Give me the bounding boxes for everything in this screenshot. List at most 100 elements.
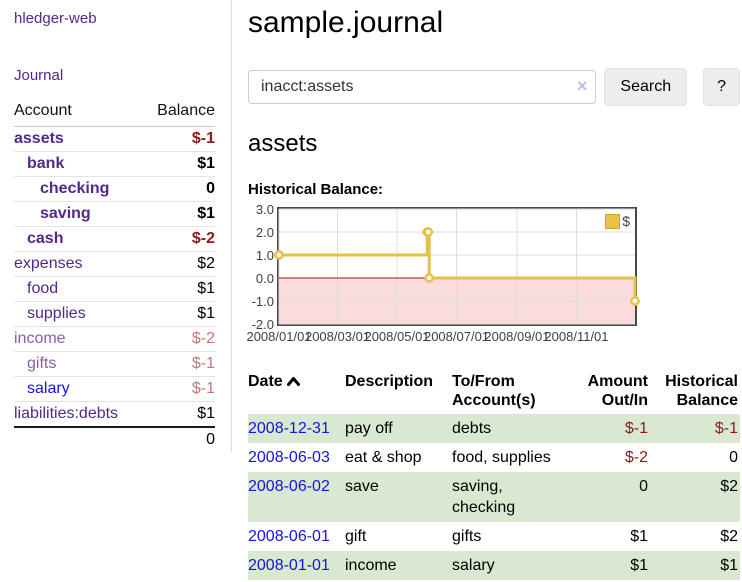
column-header-balance: Historical Balance <box>665 373 738 409</box>
brand-link[interactable]: hledger-web <box>14 10 97 27</box>
y-axis-tick-label: 1.0 <box>255 248 274 263</box>
account-row: expenses $2 <box>14 251 215 277</box>
account-balance-cell: $1 <box>143 276 215 302</box>
y-axis-tick-label: 0.0 <box>255 271 274 286</box>
account-link[interactable]: checking <box>40 180 110 197</box>
account-name-cell: food <box>14 276 144 302</box>
transaction-balance-cell: $2 <box>720 478 738 495</box>
transaction-accounts-cell: debts <box>452 420 492 437</box>
transaction-row: 2008-01-01 income salary $1 $1 <box>248 551 740 580</box>
transaction-amount-cell: 0 <box>639 478 648 495</box>
transaction-date-link[interactable]: 2008-06-02 <box>248 478 330 495</box>
account-link[interactable]: expenses <box>14 255 83 272</box>
transaction-accounts-cell: salary <box>452 557 495 574</box>
transaction-date-cell: 2008-01-01 <box>248 551 345 580</box>
account-link[interactable]: salary <box>27 380 70 397</box>
account-link[interactable]: income <box>14 330 66 347</box>
account-row: liabilities:debts $1 <box>14 401 215 428</box>
account-row: supplies $1 <box>14 301 215 327</box>
account-link[interactable]: liabilities:debts <box>14 405 119 422</box>
transaction-accounts-cell: gifts <box>452 528 482 545</box>
account-name-cell: salary <box>14 376 144 402</box>
transaction-date-cell: 2008-06-02 <box>248 472 345 522</box>
account-row: checking 0 <box>14 176 215 202</box>
account-link[interactable]: supplies <box>27 305 86 322</box>
transaction-description-cell: income <box>345 557 397 574</box>
account-link[interactable]: cash <box>27 230 64 247</box>
legend-label: $ <box>622 213 630 229</box>
transaction-date-link[interactable]: 2008-06-03 <box>248 449 330 466</box>
account-balance-cell: $1 <box>143 301 215 327</box>
balance-column-header: Balance <box>143 100 215 127</box>
account-balance-cell: $-2 <box>143 226 215 252</box>
total-spacer-cell <box>14 426 144 452</box>
transaction-amount-cell: $-2 <box>624 449 648 466</box>
x-axis-tick-label: 2008/01/01 <box>246 329 312 344</box>
account-link[interactable]: bank <box>27 155 65 172</box>
account-row: salary $-1 <box>14 376 215 402</box>
transaction-date-link[interactable]: 2008-06-01 <box>248 528 330 545</box>
legend-swatch <box>605 213 621 229</box>
account-name-cell: income <box>14 326 144 352</box>
account-row: gifts $-1 <box>14 351 215 377</box>
account-row: food $1 <box>14 276 215 302</box>
chart-heading: Historical Balance: <box>248 181 384 198</box>
account-name-cell: checking <box>14 176 144 202</box>
transaction-description-cell: save <box>345 478 379 495</box>
y-axis-tick-label: 2.0 <box>255 225 274 240</box>
x-axis-tick-label: 2008/05/01 <box>364 329 430 344</box>
sidebar-item-journal[interactable]: Journal <box>14 67 64 84</box>
column-header-date[interactable]: Date <box>248 371 345 414</box>
x-axis-tick-label: 2008/11/01 <box>544 329 609 344</box>
x-axis-tick-label: 2008/07/01 <box>423 329 490 344</box>
account-row: bank $1 <box>14 151 215 177</box>
transaction-amount-cell: $1 <box>630 528 648 545</box>
transaction-date-link[interactable]: 2008-12-31 <box>248 420 330 437</box>
column-header-description: Description <box>345 373 434 390</box>
transaction-accounts-cell: saving, checking <box>452 478 516 516</box>
account-balance-cell: $1 <box>143 151 215 177</box>
search-input[interactable] <box>248 70 597 104</box>
account-row: income $-2 <box>14 326 215 352</box>
account-name-cell: assets <box>14 126 144 152</box>
account-row: assets $-1 <box>14 126 215 152</box>
column-header-amount: Amount Out/In <box>587 373 648 409</box>
account-balance-cell: $-1 <box>143 351 215 377</box>
sidebar: hledger-web Journal Account Balance asse… <box>0 0 232 452</box>
search-button[interactable]: Search <box>604 68 688 106</box>
transaction-date-cell: 2008-12-31 <box>248 414 345 443</box>
transaction-date-link[interactable]: 2008-01-01 <box>248 557 330 574</box>
sort-ascending-icon <box>286 377 300 386</box>
transaction-date-cell: 2008-06-03 <box>248 443 345 472</box>
account-link[interactable]: saving <box>40 205 91 222</box>
chart-plot-area: $ <box>274 207 640 326</box>
total-balance-cell: 0 <box>143 426 215 452</box>
transaction-description-cell: pay off <box>345 420 393 437</box>
account-name-cell: saving <box>14 201 144 227</box>
data-point-marker <box>423 227 434 237</box>
register-table-header: Date Description To/From Account(s) Amou… <box>248 371 740 414</box>
transaction-row: 2008-06-03 eat & shop food, supplies $-2 0 <box>248 443 740 472</box>
transaction-row: 2008-06-01 gift gifts $1 $2 <box>248 522 740 551</box>
transaction-amount-cell: $1 <box>630 557 648 574</box>
transaction-date-cell: 2008-06-01 <box>248 522 345 551</box>
clear-search-icon[interactable]: × <box>576 76 588 96</box>
help-button[interactable]: ? <box>703 68 740 106</box>
account-balance-cell: $1 <box>143 201 215 227</box>
transaction-row: 2008-12-31 pay off debts $-1 $-1 <box>248 414 740 443</box>
account-link[interactable]: assets <box>14 130 64 147</box>
account-title: assets <box>248 130 318 157</box>
main-content: sample.journal × Search ? assets Histori… <box>246 0 740 580</box>
account-link[interactable]: food <box>27 280 59 297</box>
transaction-row: 2008-06-02 save saving, checking 0 $2 <box>248 472 740 522</box>
search-input-wrap: × <box>248 70 597 104</box>
data-point-marker <box>630 296 640 306</box>
page-title: sample.journal <box>248 6 444 39</box>
account-name-cell: bank <box>14 151 144 177</box>
account-name-cell: cash <box>14 226 144 252</box>
account-link[interactable]: gifts <box>27 355 57 372</box>
account-table-header: Account Balance <box>14 100 215 127</box>
account-name-cell: liabilities:debts <box>14 401 144 428</box>
account-balance-table: Account Balance assets $-1 bank $1 checking 0… <box>14 100 215 452</box>
